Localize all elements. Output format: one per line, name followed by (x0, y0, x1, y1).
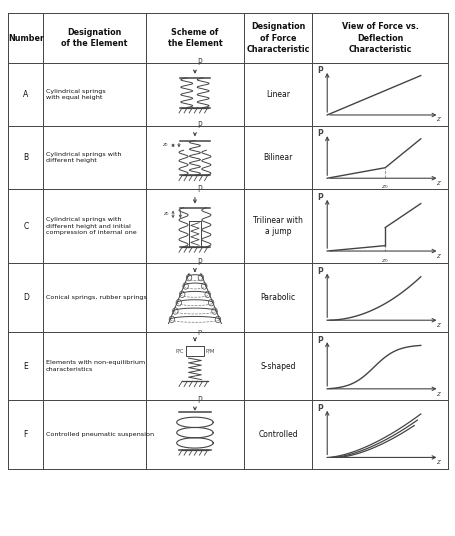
Text: P: P (316, 336, 322, 345)
Text: z: z (435, 322, 439, 328)
Text: S-shaped: S-shaped (260, 362, 295, 370)
Text: P: P (197, 58, 202, 67)
Text: Cylindrical springs with
different height and initial
compression of internal on: Cylindrical springs with different heigh… (46, 218, 136, 235)
Text: P/M: P/M (205, 348, 214, 354)
Text: z: z (435, 459, 439, 465)
Text: P: P (316, 404, 322, 413)
Text: P: P (316, 130, 322, 138)
Text: z: z (435, 180, 439, 185)
Text: $z_0$: $z_0$ (162, 142, 169, 150)
Text: z: z (435, 116, 439, 122)
Text: P: P (197, 396, 202, 405)
Text: C: C (23, 222, 28, 230)
Text: P/C: P/C (176, 348, 184, 354)
Text: F: F (24, 430, 28, 439)
Text: P: P (316, 193, 322, 202)
Text: Conical springs, rubber springs: Conical springs, rubber springs (46, 295, 146, 300)
Text: P: P (197, 184, 202, 193)
Text: P: P (197, 258, 202, 267)
Text: Scheme of
the Element: Scheme of the Element (167, 28, 222, 48)
Text: P: P (316, 267, 322, 276)
Text: Elements with non-equilibrium
characteristics: Elements with non-equilibrium characteri… (46, 361, 144, 371)
Text: A: A (23, 90, 28, 99)
Text: Parabolic: Parabolic (260, 293, 295, 302)
Text: Designation
of the Element: Designation of the Element (61, 28, 127, 48)
Text: Designation
of Force
Characteristic: Designation of Force Characteristic (246, 23, 309, 54)
Text: z: z (435, 254, 439, 259)
Text: Controlled pneumatic suspension: Controlled pneumatic suspension (46, 432, 153, 437)
Text: Linear: Linear (266, 90, 289, 99)
Text: Trilinear with
a jump: Trilinear with a jump (253, 216, 303, 236)
Text: Cylindrical springs with
different height: Cylindrical springs with different heigh… (46, 152, 121, 163)
Text: z: z (435, 391, 439, 397)
Text: Cylindrical springs
with equal height: Cylindrical springs with equal height (46, 89, 105, 100)
Text: $z_0$: $z_0$ (380, 257, 388, 265)
Text: Number: Number (8, 34, 44, 42)
Text: $z_0$: $z_0$ (380, 183, 388, 191)
Text: D: D (23, 293, 29, 302)
Text: P: P (316, 66, 322, 75)
Text: View of Force vs.
Deflection
Characteristic: View of Force vs. Deflection Characteris… (341, 23, 418, 54)
Text: B: B (23, 153, 28, 162)
Text: E: E (23, 362, 28, 370)
Text: $z_0$: $z_0$ (163, 211, 170, 218)
Text: Controlled: Controlled (258, 430, 297, 439)
Text: Bilinear: Bilinear (263, 153, 292, 162)
Text: P: P (197, 330, 202, 336)
Text: P: P (197, 121, 202, 130)
